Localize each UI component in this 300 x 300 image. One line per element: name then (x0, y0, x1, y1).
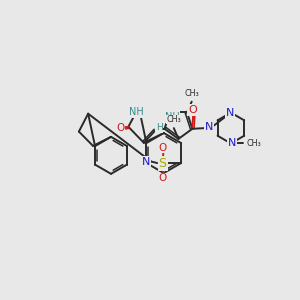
Text: N: N (142, 157, 150, 166)
Text: CH₃: CH₃ (184, 89, 199, 98)
Text: O: O (116, 122, 124, 133)
Text: N: N (205, 122, 214, 132)
Text: S: S (159, 157, 167, 169)
Text: CH₃: CH₃ (246, 139, 261, 148)
Text: NH: NH (129, 107, 144, 117)
Text: H: H (156, 123, 163, 132)
Text: O: O (158, 143, 167, 153)
Text: NH: NH (165, 112, 179, 122)
Text: O: O (158, 173, 167, 184)
Text: O: O (188, 105, 197, 115)
Text: N: N (226, 108, 234, 118)
Text: N: N (227, 138, 236, 148)
Text: CH₃: CH₃ (167, 115, 181, 124)
